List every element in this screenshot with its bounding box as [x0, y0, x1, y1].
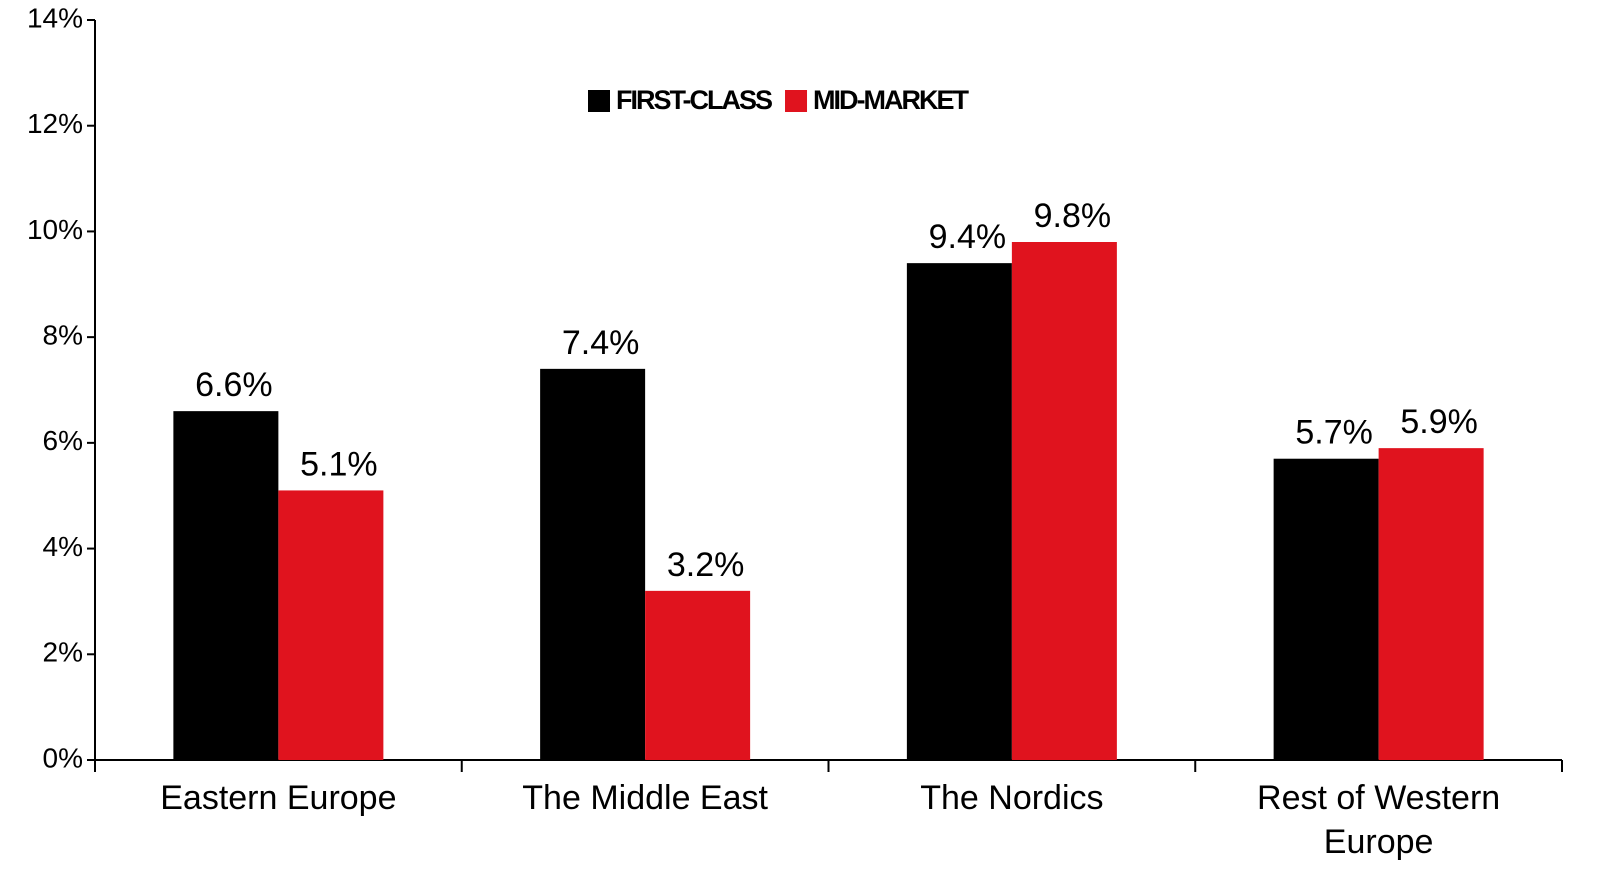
legend-swatch: [588, 90, 610, 112]
y-tick-label: 14%: [27, 2, 83, 33]
bar: [1011, 242, 1117, 760]
y-tick-label: 6%: [43, 425, 83, 456]
y-tick-label: 12%: [27, 108, 83, 139]
value-label: 5.9%: [1400, 403, 1478, 441]
y-tick-label: 2%: [43, 637, 83, 668]
bar: [1378, 448, 1484, 760]
value-label: 3.2%: [667, 546, 745, 584]
value-label: 9.8%: [1034, 197, 1112, 235]
value-label: 7.4%: [562, 324, 640, 362]
x-tick-label: Eastern Europe: [160, 779, 397, 817]
y-tick-label: 4%: [43, 531, 83, 562]
y-tick-label: 0%: [43, 742, 83, 773]
bar: [1273, 458, 1379, 760]
bar: [906, 263, 1012, 760]
value-label: 5.7%: [1295, 414, 1373, 452]
bar: [278, 490, 384, 760]
value-label: 5.1%: [300, 445, 378, 483]
value-label: 6.6%: [195, 366, 273, 404]
legend-swatch: [785, 90, 808, 112]
y-tick-label: 10%: [27, 214, 83, 245]
bar: [173, 411, 279, 760]
x-tick-label: The Middle East: [522, 779, 768, 817]
bar: [540, 368, 646, 760]
legend-label: MID-MARKET: [813, 85, 969, 115]
y-tick-label: 8%: [43, 320, 83, 351]
value-label: 9.4%: [929, 218, 1007, 256]
legend-label: FIRST-CLASS: [616, 85, 772, 115]
bar: [645, 590, 751, 760]
x-tick-label: The Nordics: [920, 779, 1104, 817]
x-tick-label: Rest of Western Europe: [1257, 779, 1501, 861]
